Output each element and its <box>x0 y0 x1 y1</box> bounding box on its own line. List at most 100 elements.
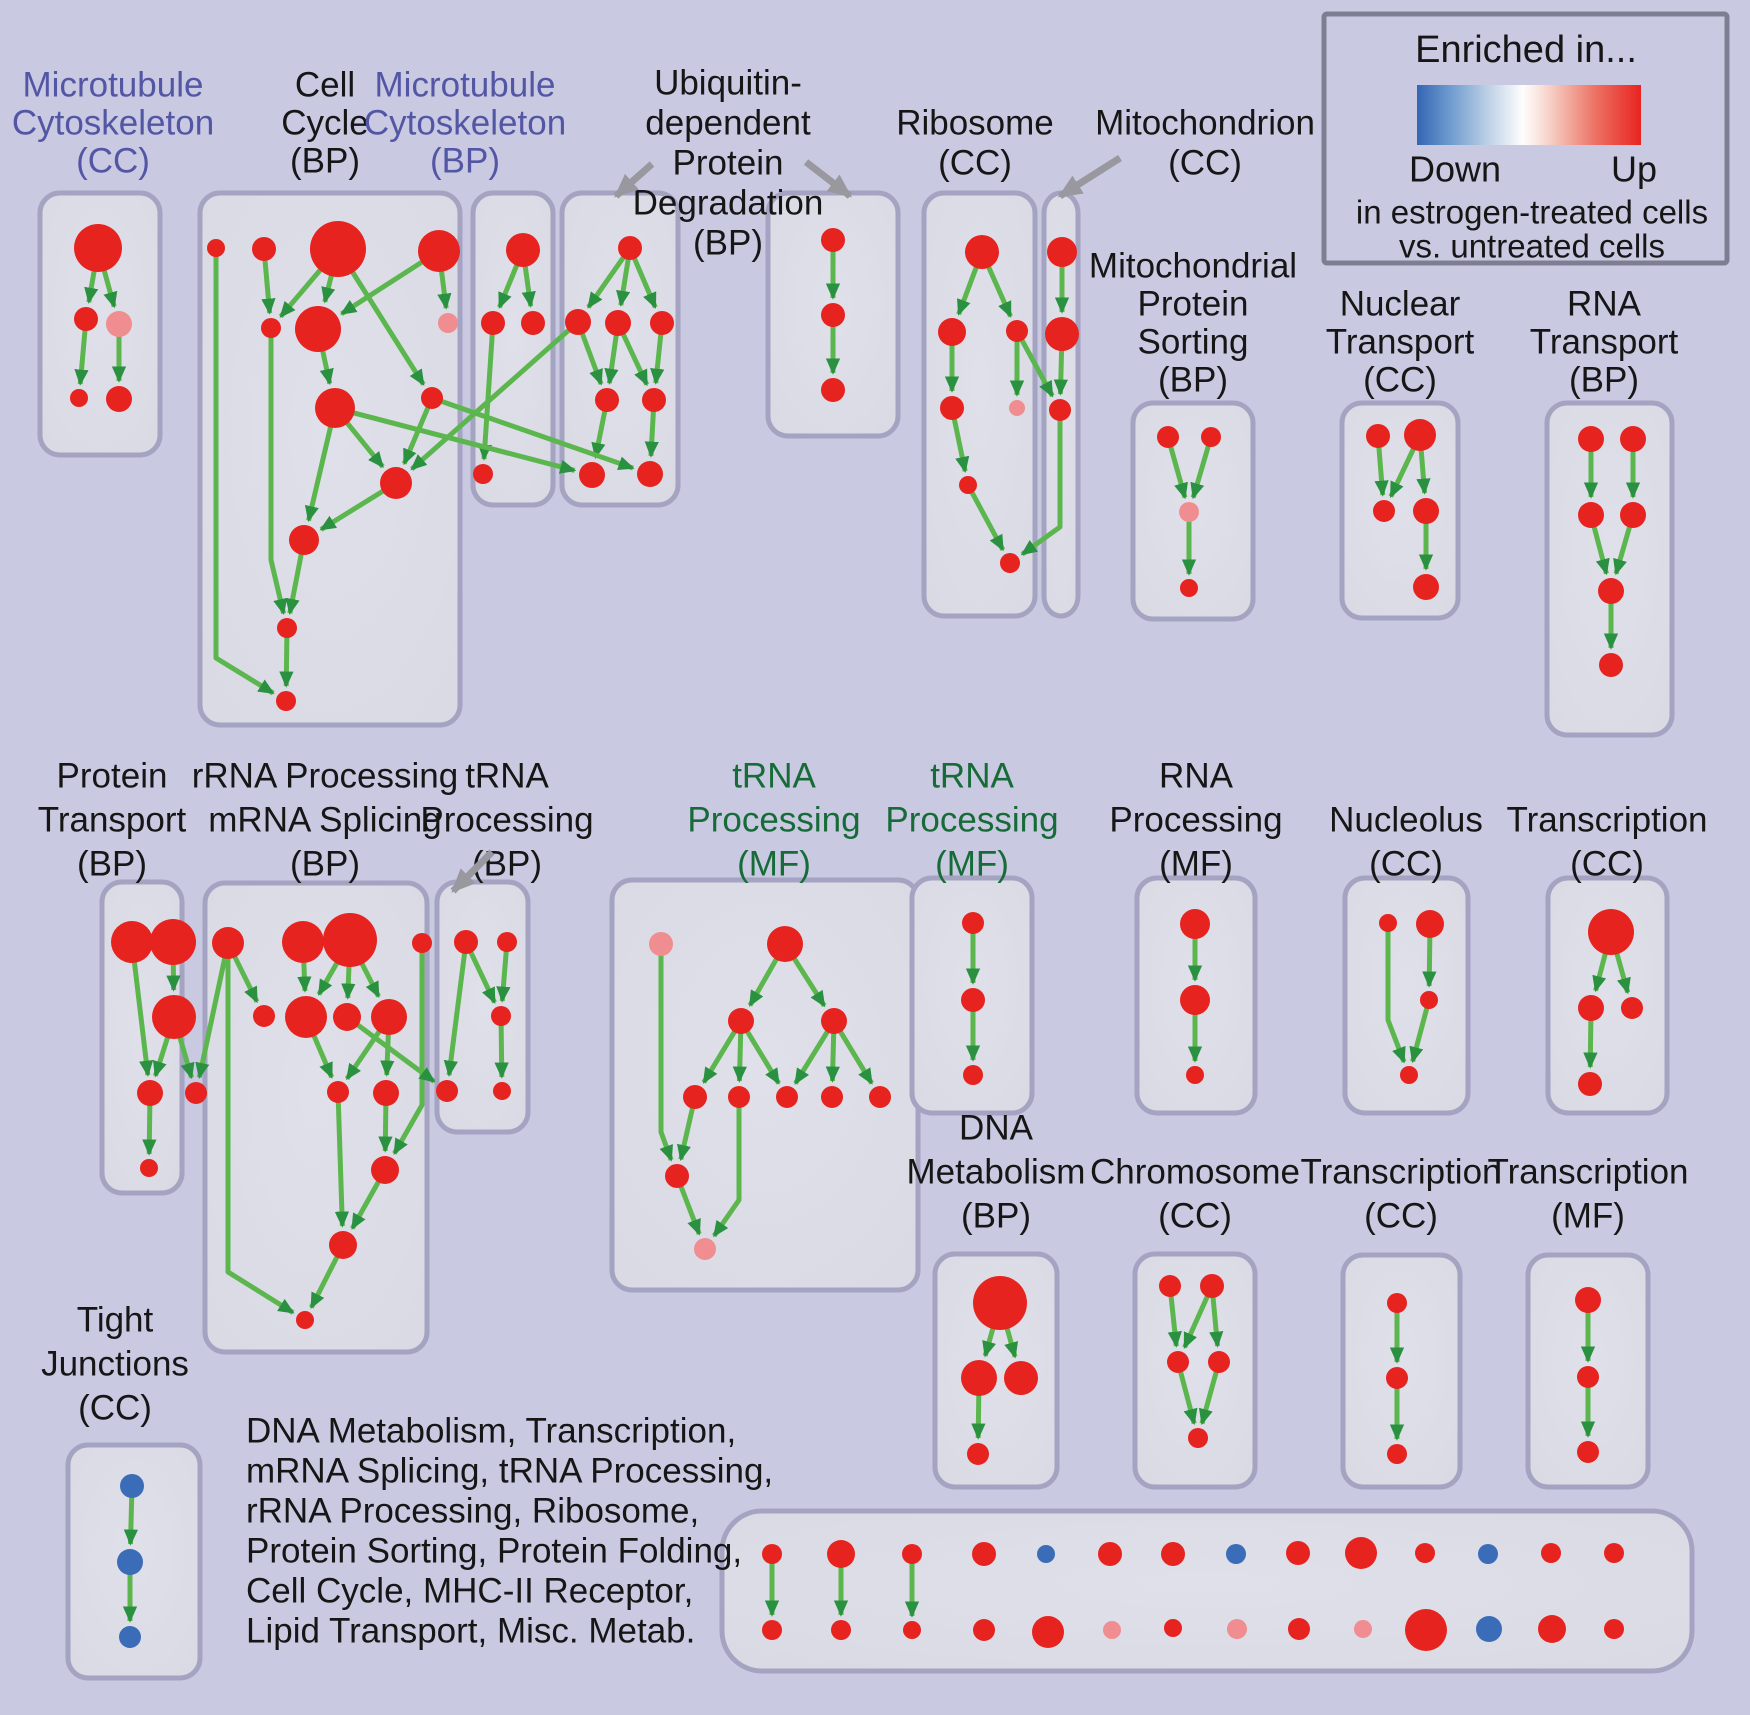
edge-cc <box>321 273 336 304</box>
edge-ncl <box>1422 935 1437 988</box>
edge-trnamf1 <box>837 1029 874 1085</box>
legend-up-label: Up <box>1611 149 1657 190</box>
node-tcc2-2 <box>1387 1444 1407 1464</box>
edge-trnamf1 <box>701 1029 738 1084</box>
trna-bp-pointer <box>450 849 495 894</box>
node-tcc-0 <box>1588 909 1634 955</box>
merged-categories-line1: mRNA Splicing, tRNA Processing, <box>246 1451 773 1490</box>
edge-trnamf1 <box>732 1031 747 1083</box>
cluster-label-mtbp-line1: Cytoskeleton <box>364 103 566 142</box>
node-rnap-1 <box>1180 985 1210 1015</box>
node-cc-9 <box>380 467 412 499</box>
node-ub-3 <box>650 311 674 335</box>
cluster-label-ub-line2: Protein <box>673 143 784 182</box>
edge-cc <box>340 259 425 316</box>
node-srt-0 <box>1157 426 1179 448</box>
edge-cc <box>401 405 431 466</box>
node-ub2-0 <box>821 228 845 252</box>
node-rib-2 <box>1006 320 1028 342</box>
cluster-box-rrna <box>202 880 430 1355</box>
cross-edge <box>355 1022 436 1084</box>
cluster-box-mtbp <box>470 190 556 508</box>
edge-ub <box>591 409 608 460</box>
node-trnamf2-1 <box>961 988 985 1012</box>
cluster-label-chr-line1: (CC) <box>1158 1196 1232 1235</box>
node-trnamf1-9 <box>665 1164 689 1188</box>
merged-categories-line4: Cell Cycle, MHC-II Receptor, <box>246 1571 693 1610</box>
ubiquitin-right-pointer <box>803 159 853 199</box>
node-mit-0 <box>1047 237 1077 267</box>
cluster-label-cc-line2: (BP) <box>290 141 360 180</box>
merged-categories-line0: DNA Metabolism, Transcription, <box>246 1411 736 1450</box>
merged-categories-line3: Protein Sorting, Protein Folding, <box>246 1531 742 1570</box>
cluster-label-ub-line1: dependent <box>645 103 811 142</box>
node-bottom-27 <box>1604 1619 1624 1639</box>
edge-ub <box>631 256 658 309</box>
edge-ub <box>620 331 650 387</box>
cross-edge <box>1020 419 1063 557</box>
cluster-label-rnap-line2: (MF) <box>1159 844 1233 883</box>
node-ncl-3 <box>1400 1066 1418 1084</box>
cluster-label-trnamf2-line0: tRNA <box>930 756 1014 795</box>
cluster-label-mtcc-line1: Cytoskeleton <box>12 103 214 142</box>
node-ub-1 <box>565 309 591 335</box>
cluster-box-rnat <box>1544 400 1675 738</box>
edge-chr <box>1209 1295 1224 1348</box>
node-rrna-7 <box>371 999 407 1035</box>
cluster-label-mit-line1: (CC) <box>1168 143 1242 182</box>
node-rnat-4 <box>1598 578 1624 604</box>
node-nuc-1 <box>1404 419 1436 451</box>
node-trnabp-0 <box>454 930 478 954</box>
merged-categories-line2: rRNA Processing, Ribosome, <box>246 1491 699 1530</box>
node-mtcc-0 <box>74 224 122 272</box>
edge-rrna <box>225 957 295 1315</box>
node-ub-5 <box>642 388 666 412</box>
cluster-label-mit-line0: Mitochondrion <box>1095 103 1315 142</box>
edge-pt <box>152 1035 171 1078</box>
node-rnap-0 <box>1180 909 1210 939</box>
node-mtcc-2 <box>106 311 132 337</box>
node-tcc-1 <box>1578 995 1604 1021</box>
node-chr-0 <box>1159 1275 1181 1297</box>
node-tj-1 <box>117 1549 143 1575</box>
cluster-label-trnamf2-line1: Processing <box>885 800 1058 839</box>
node-bottom-15 <box>831 1620 851 1640</box>
node-trnamf1-4 <box>683 1085 707 1109</box>
node-trnamf1-3 <box>821 1008 847 1034</box>
edge-rib <box>985 264 1013 318</box>
node-rnat-2 <box>1578 502 1604 528</box>
edge-nuc <box>1374 445 1389 497</box>
edge-srt <box>1168 444 1188 500</box>
node-bottom-4 <box>1037 1545 1055 1563</box>
edge-cc <box>437 269 452 310</box>
edge-srt <box>1190 443 1212 500</box>
node-mtbp-1 <box>481 311 505 335</box>
node-nuc-4 <box>1413 574 1439 600</box>
node-bottom-16 <box>903 1621 921 1639</box>
edge-rrna <box>311 1033 335 1079</box>
node-tcc-2 <box>1621 997 1643 1019</box>
node-rrna-3 <box>412 933 432 953</box>
node-dna-3 <box>967 1443 989 1465</box>
node-trnamf1-2 <box>728 1008 754 1034</box>
node-cc-5 <box>295 306 341 352</box>
cross-edge <box>351 410 577 474</box>
node-rrna-6 <box>333 1003 361 1031</box>
edge-rib <box>951 417 970 473</box>
edge-trnamf1 <box>791 956 827 1008</box>
node-rrna-10 <box>371 1156 399 1184</box>
edge-mtcc <box>74 328 89 386</box>
edge-ncl <box>1409 1006 1430 1064</box>
node-trnamf1-1 <box>767 926 803 962</box>
node-bottom-17 <box>973 1619 995 1641</box>
node-ub-7 <box>637 461 663 487</box>
edge-nuc <box>1416 448 1431 495</box>
edge-rrna <box>380 1032 395 1077</box>
node-mtcc-4 <box>106 386 132 412</box>
node-rnat-1 <box>1620 426 1646 452</box>
cluster-label-trnabp-line0: tRNA <box>465 756 549 795</box>
cluster-label-rnat-line0: RNA <box>1567 284 1642 323</box>
node-rnat-5 <box>1599 653 1623 677</box>
cross-edge <box>195 956 228 1080</box>
